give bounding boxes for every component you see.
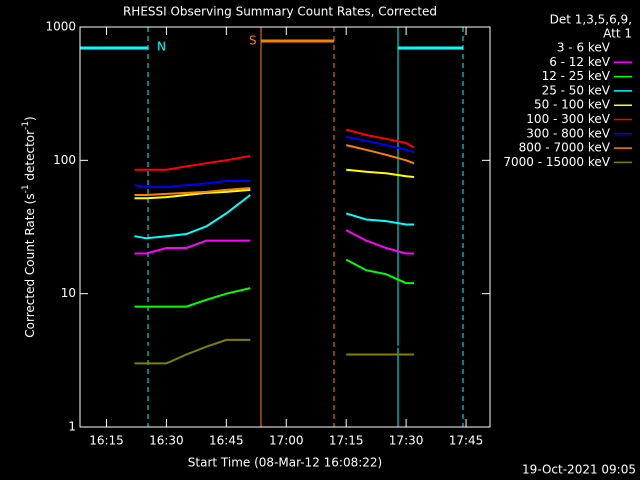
legend-label: 25 - 50 keV	[542, 83, 611, 97]
x-tick-label: 17:15	[329, 434, 364, 448]
y-label-sup: -1	[21, 184, 31, 193]
y-label-part: detector	[23, 130, 37, 185]
x-tick-label: 17:30	[389, 434, 424, 448]
y-label-part: Corrected Count Rate (s	[23, 193, 37, 337]
series-line	[134, 168, 415, 200]
x-axis-label: Start Time (08-Mar-12 16:08:22)	[188, 456, 382, 470]
footer: 19-Oct-2021 09:05	[522, 463, 636, 477]
legend-label: 50 - 100 keV	[534, 98, 611, 112]
legend-label: 12 - 25 keV	[542, 69, 611, 83]
series-line	[134, 338, 415, 365]
chart-title: RHESSI Observing Summary Count Rates, Co…	[123, 5, 437, 19]
y-tick-label: 1000	[45, 20, 76, 34]
y-tick-label: 10	[61, 286, 76, 300]
series-line	[134, 258, 415, 308]
spacecraft-markers: N S	[80, 27, 464, 427]
y-label-sup: -1	[21, 121, 31, 130]
series-line	[133, 322, 415, 364]
annotation: S	[249, 34, 257, 48]
y-tick-label: 100	[53, 153, 76, 167]
x-tick-label: 16:15	[89, 434, 124, 448]
series-line	[134, 128, 415, 171]
legend-label: 800 - 7000 keV	[519, 141, 611, 155]
annotation: N	[157, 40, 166, 54]
series-line	[134, 135, 415, 189]
y-axis-label: Corrected Count Rate (s-1 detector-1)	[21, 116, 37, 337]
plot-frame	[79, 26, 491, 428]
legend-label: 100 - 300 keV	[526, 112, 610, 126]
y-label-part: )	[23, 116, 37, 121]
legend-header: Det 1,3,5,6,9,	[550, 13, 632, 27]
series-line	[134, 144, 415, 196]
y-tick-label: 1	[68, 420, 76, 434]
legend-label: 6 - 12 keV	[549, 55, 611, 69]
legend-label: 7000 - 15000 keV	[503, 155, 610, 169]
legend-header: Att 1	[603, 27, 632, 41]
legend-label: 3 - 6 keV	[557, 41, 611, 55]
series-line	[134, 229, 415, 255]
x-tick-label: 17:00	[269, 434, 304, 448]
x-tick-label: 16:45	[209, 434, 244, 448]
legend-label: 300 - 800 keV	[526, 126, 610, 140]
series-line	[134, 194, 415, 240]
x-tick-label: 17:45	[449, 434, 484, 448]
x-tick-label: 16:30	[149, 434, 184, 448]
